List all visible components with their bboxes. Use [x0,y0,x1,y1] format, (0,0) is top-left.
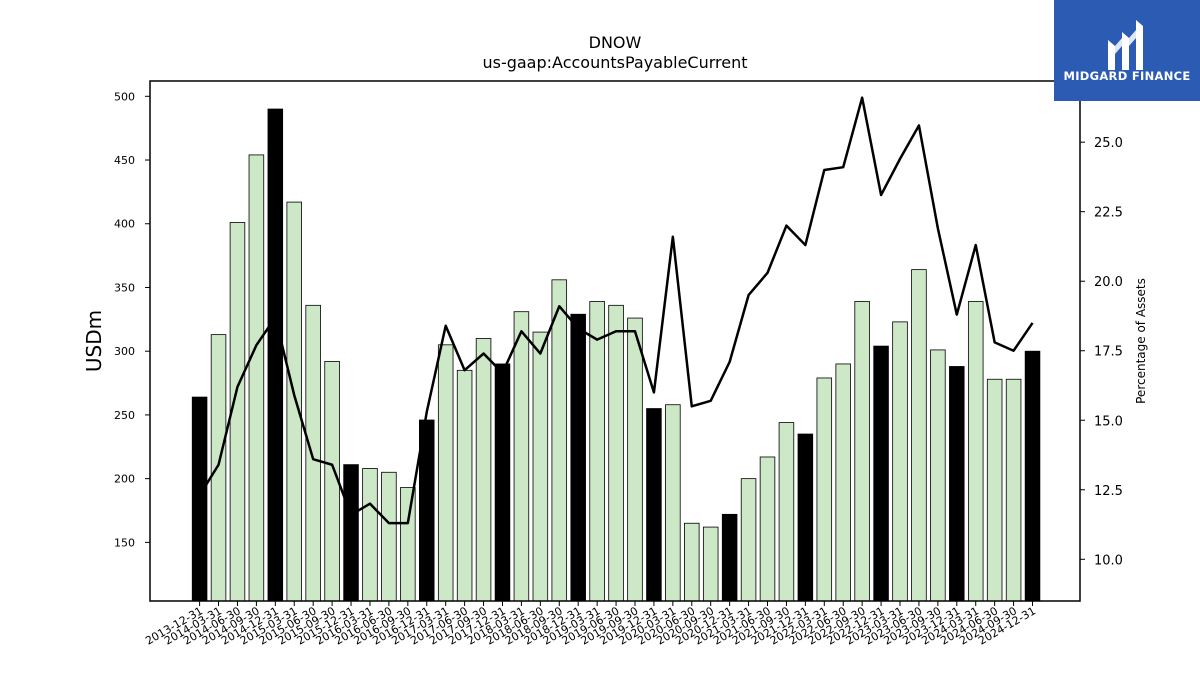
y-axis-left: 150 200 250 300 350 400 450 500 [114,90,150,549]
bar-2018-06-30 [532,331,549,602]
bar-2015-06-30 [305,304,321,602]
bar-2017-06-30 [456,369,473,602]
bar-2021-09-30 [778,422,795,602]
y-axis-left-label: USDm [82,310,106,372]
bar-2014-03-31 [210,334,227,602]
chart-title: DNOW [589,33,642,52]
bar-2015-12-31 [343,464,359,602]
midgard-logo-icon [1108,20,1143,70]
bar-2024-12-31 [1024,350,1041,602]
bar-2023-09-30 [930,349,946,602]
bar-2019-09-30 [627,317,643,602]
bar-2019-12-31 [646,408,662,602]
bar-2021-03-31 [740,478,757,602]
bar-2017-03-31 [437,344,454,602]
logo-text: MIDGARD FINANCE [1063,69,1191,83]
bar-2024-09-30 [1005,378,1022,602]
bar-2024-03-31 [967,301,984,602]
bar-2014-12-31 [267,108,284,602]
bar-2023-03-31 [892,321,908,602]
bar-2020-09-30 [702,526,719,602]
bar-2021-06-30 [759,456,776,602]
bar-2014-09-30 [248,154,265,602]
chart-subtitle: us-gaap:AccountsPayableCurrent [482,53,747,72]
y-tick-label-right-22.5: 22.5 [1094,206,1123,221]
bar-2018-03-31 [513,311,530,602]
y-tick-label-right-17.5: 17.5 [1094,345,1123,360]
line-series [198,96,1034,525]
bar-2017-12-31 [494,363,511,602]
y-tick-label-left-400: 400 [114,218,135,231]
y-tick-label-right-25: 25.0 [1094,136,1123,151]
percentage-line [198,96,1034,525]
bar-series [191,108,1041,602]
bar-2020-06-30 [684,522,700,602]
bar-2020-03-31 [665,404,681,602]
y-tick-label-right-20: 20.0 [1094,275,1123,290]
y-tick-label-right-10: 10.0 [1094,553,1123,568]
y-tick-label-left-150: 150 [114,536,135,549]
bar-2023-12-31 [949,366,965,602]
bar-2022-12-31 [873,345,889,602]
bar-2022-06-30 [835,363,851,602]
brand-logo: MIDGARD FINANCE [1054,0,1200,101]
bar-2015-03-31 [286,201,302,602]
bar-2016-03-31 [362,468,378,602]
bar-2018-09-30 [551,279,568,602]
bar-2019-03-31 [589,301,605,602]
y-tick-label-right-12.5: 12.5 [1094,484,1123,499]
x-axis: 2013-12-312014-03-312014-06-302014-09-30… [143,601,1038,648]
y-tick-label-left-450: 450 [114,154,135,167]
plot-frame [149,80,1081,602]
bar-2020-12-31 [721,513,738,602]
y-tick-label-left-500: 500 [114,90,135,103]
y-tick-label-left-200: 200 [114,473,135,486]
bar-2022-03-31 [816,377,833,602]
y-tick-label-right-15: 15.0 [1094,414,1123,429]
bar-2022-09-30 [854,301,870,602]
bar-2019-06-30 [608,304,624,602]
y-tick-label-left-250: 250 [114,409,135,422]
y-tick-label-left-300: 300 [114,345,135,358]
bar-2023-06-30 [911,269,927,602]
bar-2018-12-31 [570,313,586,602]
bar-2017-09-30 [475,338,492,602]
bar-2016-06-30 [381,471,397,602]
y-axis-right-label: Percentage of Assets [1134,278,1148,404]
bar-2024-06-30 [986,378,1003,602]
bar-2013-12-31 [191,396,208,602]
y-tick-label-left-350: 350 [114,281,135,294]
bar-2021-12-31 [797,433,814,602]
bar-2016-09-30 [400,487,416,602]
y-axis-right: 10.0 12.5 15.0 17.5 20.0 22.5 25.0 [1080,136,1123,568]
